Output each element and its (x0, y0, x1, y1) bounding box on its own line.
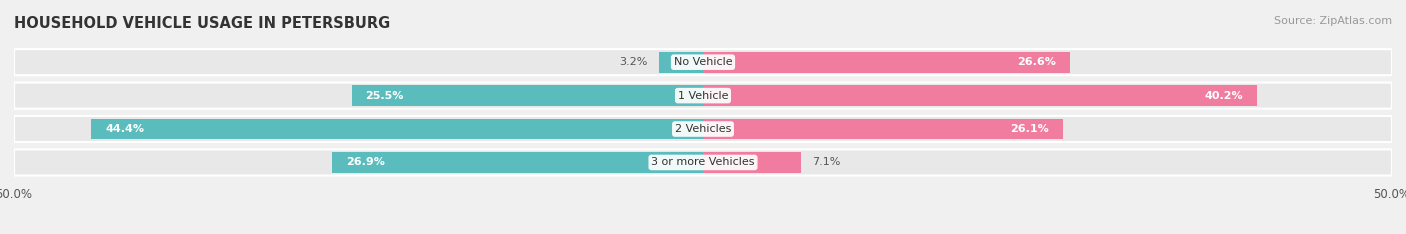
Text: 3.2%: 3.2% (620, 57, 648, 67)
Bar (352, 85, 703, 106)
Text: HOUSEHOLD VEHICLE USAGE IN PETERSBURG: HOUSEHOLD VEHICLE USAGE IN PETERSBURG (14, 16, 391, 31)
Text: No Vehicle: No Vehicle (673, 57, 733, 67)
Bar (91, 119, 703, 139)
Text: 7.1%: 7.1% (811, 157, 841, 168)
FancyBboxPatch shape (14, 49, 1392, 75)
FancyBboxPatch shape (14, 83, 1392, 109)
Text: 26.1%: 26.1% (1010, 124, 1049, 134)
Bar (659, 52, 703, 73)
FancyBboxPatch shape (14, 116, 1392, 142)
Text: 1 Vehicle: 1 Vehicle (678, 91, 728, 101)
Text: 3 or more Vehicles: 3 or more Vehicles (651, 157, 755, 168)
Text: 40.2%: 40.2% (1205, 91, 1243, 101)
Bar (332, 152, 703, 173)
Bar (703, 152, 801, 173)
Text: 2 Vehicles: 2 Vehicles (675, 124, 731, 134)
Text: 26.9%: 26.9% (346, 157, 385, 168)
Bar (703, 119, 1063, 139)
Text: 26.6%: 26.6% (1017, 57, 1056, 67)
FancyBboxPatch shape (14, 150, 1392, 176)
Text: 25.5%: 25.5% (366, 91, 404, 101)
Text: 44.4%: 44.4% (105, 124, 143, 134)
Bar (703, 52, 1070, 73)
Bar (703, 85, 1257, 106)
Text: Source: ZipAtlas.com: Source: ZipAtlas.com (1274, 16, 1392, 26)
